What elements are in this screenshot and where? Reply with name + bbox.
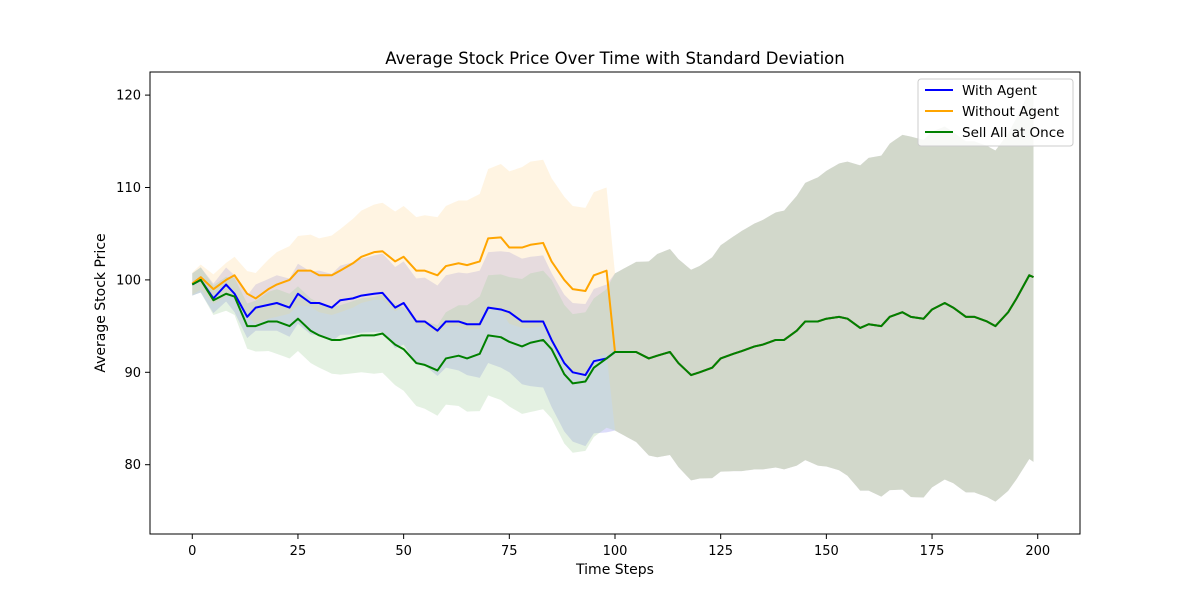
x-tick-label: 125: [708, 544, 733, 559]
y-tick-label: 120: [116, 89, 141, 104]
legend-label-1: With Agent: [962, 83, 1037, 99]
x-axis-label: Time Steps: [575, 562, 654, 578]
y-axis-label: Average Stock Price: [93, 233, 109, 372]
x-tick-label: 0: [188, 544, 196, 559]
series-lines: [191, 236, 1034, 385]
series-line-3: [191, 274, 1034, 385]
x-tick-label: 75: [501, 544, 518, 559]
legend-box: [917, 78, 1074, 147]
y-tick-label: 110: [116, 181, 141, 196]
legend-label-2: Without Agent: [962, 104, 1059, 120]
y-tick-label: 100: [116, 273, 141, 288]
std-band-1: [192, 91, 1034, 502]
legend: With Agent Without Agent Sell All at Once: [917, 78, 1074, 147]
legend-label-3: Sell All at Once: [962, 125, 1064, 141]
x-tick-label: 150: [814, 544, 839, 559]
std-band-3: [192, 91, 1034, 502]
y-tick-label: 80: [124, 458, 141, 473]
x-tick-label: 25: [290, 544, 307, 559]
x-tick-label: 175: [920, 544, 945, 559]
x-tick-label: 50: [395, 544, 412, 559]
x-tick-label: 200: [1025, 544, 1050, 559]
x-tick-label: 100: [603, 544, 628, 559]
x-axis: 0 25 50 75 100 125 150 175 200: [188, 534, 1050, 559]
std-band-2: [192, 91, 1034, 502]
y-tick-label: 90: [124, 366, 141, 381]
chart-title: Average Stock Price Over Time with Stand…: [385, 49, 844, 68]
y-axis: 80 90 100 110 120: [116, 89, 150, 473]
std-bands: [192, 91, 1034, 502]
